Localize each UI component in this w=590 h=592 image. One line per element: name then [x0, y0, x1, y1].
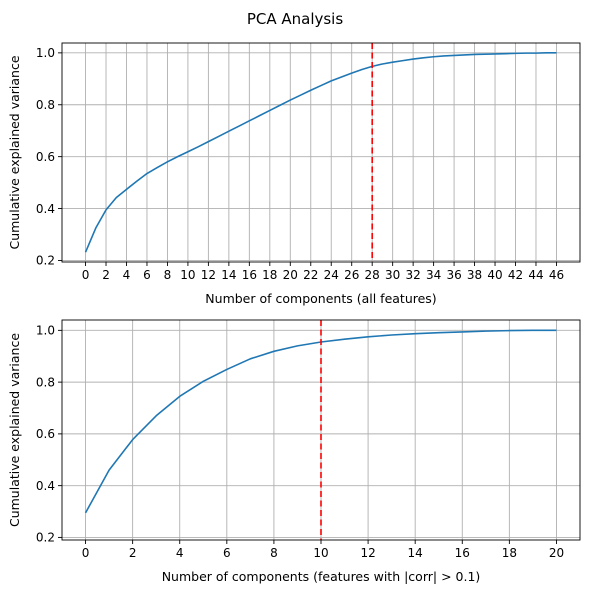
x-tick-label: 2 [129, 546, 137, 560]
figure-title: PCA Analysis [247, 10, 344, 28]
x-tick-label: 4 [176, 546, 184, 560]
x-tick-label: 24 [324, 268, 339, 282]
x-tick-label: 8 [164, 268, 172, 282]
x-tick-label: 32 [405, 268, 420, 282]
y-tick-label: 0.4 [36, 202, 55, 216]
y-tick-label: 0.2 [36, 254, 55, 268]
x-tick-label: 4 [123, 268, 131, 282]
chart-all-features: 0 2 4 6 8 10 12 14 16 18 20 22 24 26 28 30 32 34 36 38 40 42 4… [7, 42, 581, 306]
x-tick-label: 18 [262, 268, 277, 282]
y-tick-label: 1.0 [36, 46, 55, 60]
x-axis-label: Number of components (features with |cor… [162, 569, 481, 584]
x-tick-label: 16 [242, 268, 257, 282]
x-tick-label: 14 [221, 268, 236, 282]
y-axis-label: Cumulative explained variance [7, 55, 22, 249]
x-tick-label: 0 [82, 268, 90, 282]
x-tick-label: 12 [201, 268, 216, 282]
series-line [84, 52, 557, 253]
y-tick-label: 0.6 [36, 150, 55, 164]
y-tick-label: 0.8 [36, 98, 55, 112]
y-tick-label: 1.0 [36, 324, 55, 338]
x-tick-label: 6 [223, 546, 231, 560]
x-tick-label: 6 [143, 268, 151, 282]
x-tick-label: 2 [102, 268, 110, 282]
x-tick-label: 0 [82, 546, 90, 560]
x-tick-label: 42 [508, 268, 523, 282]
axes-frame [61, 42, 581, 263]
y-axis-label: Cumulative explained variance [7, 333, 22, 527]
y-tick-label: 0.6 [36, 427, 55, 441]
x-tick-label: 44 [528, 268, 543, 282]
chart-selected-features: 0 2 4 6 8 10 12 14 16 18 20 0.2 0.4 0.6 0.8 1.0 Number o… [7, 319, 581, 584]
x-tick-label: 10 [313, 546, 328, 560]
x-tick-label: 12 [360, 546, 375, 560]
x-tick-label: 46 [549, 268, 564, 282]
x-tick-label: 30 [385, 268, 400, 282]
y-tick-label: 0.4 [36, 479, 55, 493]
x-tick-label: 10 [180, 268, 195, 282]
x-axis-label: Number of components (all features) [205, 291, 436, 306]
y-tick-label: 0.8 [36, 375, 55, 389]
x-tick-label: 20 [283, 268, 298, 282]
x-tick-label: 14 [408, 546, 423, 560]
x-tick-label: 40 [487, 268, 502, 282]
x-tick-label: 38 [467, 268, 482, 282]
x-tick-label: 28 [365, 268, 380, 282]
x-tick-label: 20 [549, 546, 564, 560]
y-tick-label: 0.2 [36, 531, 55, 545]
x-tick-label: 8 [270, 546, 278, 560]
x-tick-label: 22 [303, 268, 318, 282]
x-tick-label: 16 [455, 546, 470, 560]
x-tick-label: 26 [344, 268, 359, 282]
x-tick-label: 18 [502, 546, 517, 560]
x-tick-label: 34 [426, 268, 441, 282]
x-tick-label: 36 [446, 268, 461, 282]
